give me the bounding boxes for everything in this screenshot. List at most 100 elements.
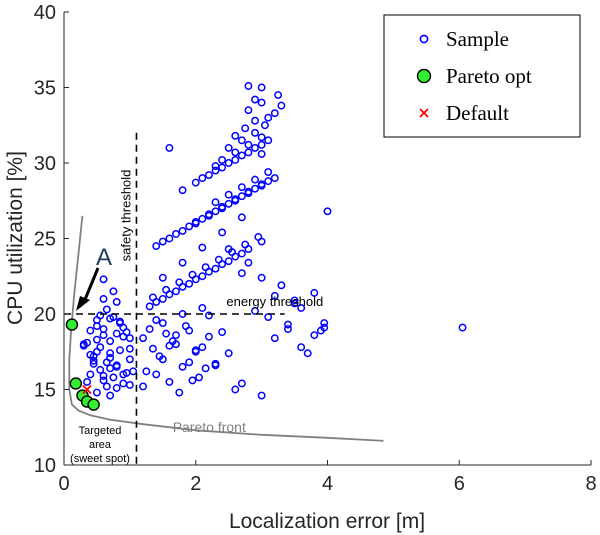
sample-point <box>260 121 269 130</box>
sample-point <box>224 257 233 266</box>
sample-point <box>185 326 194 335</box>
sample-point <box>89 356 98 365</box>
sample-point <box>112 297 121 306</box>
sample-point <box>211 361 220 370</box>
sample-point <box>162 285 171 294</box>
sample-point <box>125 334 134 343</box>
sample-point <box>257 391 266 400</box>
targeted-area-label: area <box>89 439 112 451</box>
y-ticks: 10 15 20 25 30 35 40 <box>34 2 69 477</box>
sample-point <box>218 328 227 337</box>
sample-point <box>204 311 213 320</box>
sample-point <box>162 329 171 338</box>
sample-point <box>264 168 273 177</box>
sample-point <box>323 207 332 216</box>
sample-point <box>109 287 118 296</box>
sample-point <box>125 381 134 389</box>
sample-point <box>218 156 227 164</box>
pareto-front-curve: Pareto front <box>68 215 384 442</box>
sample-point <box>264 136 273 145</box>
sample-point <box>201 263 210 272</box>
sample-point <box>178 362 187 371</box>
sample-point <box>172 331 180 340</box>
sample-point <box>178 258 187 267</box>
x-tick-label: 8 <box>585 473 596 495</box>
sample-point <box>257 180 266 189</box>
threshold-lines: safety threshold energy threshold <box>64 132 323 465</box>
pareto-point <box>69 377 83 390</box>
sample-point <box>237 183 246 192</box>
x-tick-label: 0 <box>58 473 69 495</box>
sample-point <box>310 288 319 297</box>
sample-point <box>158 319 167 328</box>
sample-point <box>185 358 194 367</box>
sample-point <box>224 190 233 199</box>
sample-point <box>152 242 161 251</box>
sample-point <box>175 278 184 287</box>
sample-point <box>198 343 207 352</box>
x-axis-label: Localization error [m] <box>229 510 425 533</box>
pareto-point <box>65 318 79 331</box>
sample-point <box>106 391 115 400</box>
default-point <box>82 384 92 395</box>
sample-point <box>198 214 207 223</box>
sample-point <box>237 151 246 160</box>
point-a-arrowhead <box>76 296 90 311</box>
sample-point <box>86 326 95 335</box>
sample-point <box>251 116 259 125</box>
sample-point <box>257 98 266 107</box>
sample-point <box>201 364 210 373</box>
sample-point <box>251 184 259 193</box>
sample-point <box>99 376 108 385</box>
sample-point <box>257 83 266 92</box>
sample-point <box>112 361 121 370</box>
sample-point <box>165 378 174 386</box>
sample-point <box>320 323 329 332</box>
sample-point <box>158 273 167 282</box>
y-axis-label: CPU utilization [%] <box>4 151 27 325</box>
sample-point <box>264 177 273 186</box>
sample-point <box>96 365 105 374</box>
sample-point <box>148 344 157 353</box>
sample-point <box>241 124 250 133</box>
sample-point <box>458 323 467 332</box>
sample-point <box>139 382 148 391</box>
x-tick-label: 4 <box>322 473 333 495</box>
x-tick-label: 6 <box>454 473 465 495</box>
sample-point <box>158 237 167 246</box>
sample-point <box>237 213 246 222</box>
safety-threshold-label: safety threshold <box>118 170 133 262</box>
sample-point <box>204 171 213 180</box>
sample-point <box>86 370 95 379</box>
sample-point <box>198 304 207 312</box>
sample-point <box>270 334 279 343</box>
sample-point <box>244 148 253 157</box>
sample-point <box>112 384 121 392</box>
sample-point <box>145 325 154 334</box>
sample-point <box>231 385 240 394</box>
sample-point <box>211 166 220 175</box>
sample-point <box>257 140 266 149</box>
sample-point <box>231 148 240 157</box>
annotations: A Targeted area (sweet spot) <box>70 244 130 465</box>
y-tick-label: 40 <box>34 2 56 24</box>
sample-point <box>106 314 115 323</box>
sample-point <box>284 320 292 329</box>
sample-point <box>257 273 266 282</box>
sample-point <box>152 370 161 379</box>
sample-point <box>92 388 101 397</box>
sample-point <box>244 258 253 267</box>
sample-point <box>152 316 161 324</box>
sample-point <box>237 136 246 145</box>
y-tick-label: 20 <box>34 304 56 326</box>
sample-point <box>188 270 197 279</box>
sample-point <box>257 149 266 158</box>
sample-point <box>178 227 187 235</box>
sample-point <box>83 338 92 347</box>
pareto-point <box>87 398 100 411</box>
sample-point <box>198 272 207 281</box>
sample-point <box>96 311 105 320</box>
sample-point <box>165 234 174 243</box>
sample-point <box>109 373 118 382</box>
sample-point <box>142 367 151 376</box>
